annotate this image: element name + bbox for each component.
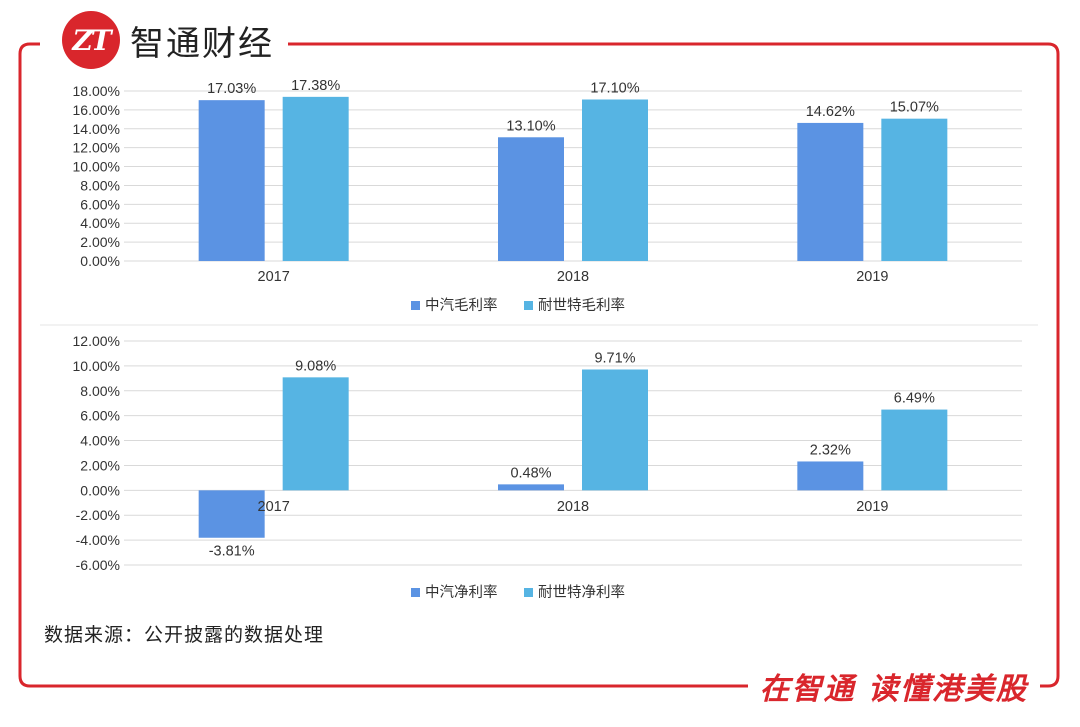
bar	[797, 122, 864, 261]
data-label: 0.48%	[510, 465, 551, 481]
x-tick-label: 2017	[258, 269, 290, 285]
gross-margin-chart: 0.00% 2.00% 4.00% 6.00% 8.00% 10.00% 12.00% 14.…	[73, 78, 1022, 314]
bar	[198, 100, 265, 262]
y-tick-label: -2.00%	[76, 507, 120, 523]
y-tick-label: 6.00%	[80, 408, 120, 424]
legend-swatch	[411, 588, 420, 597]
bar	[582, 369, 648, 491]
bar	[881, 409, 948, 491]
legend-swatch	[411, 301, 420, 310]
bar	[881, 118, 948, 261]
data-label: 6.49%	[894, 391, 935, 407]
legend-label: 耐世特净利率	[538, 584, 625, 601]
legend-swatch	[524, 588, 533, 597]
y-tick-label: -6.00%	[76, 557, 120, 573]
bar	[282, 96, 349, 261]
y-tick-label: 0.00%	[80, 482, 120, 498]
net-margin-chart: -6.00% -4.00% -2.00% 0.00% 2.00% 4.00% 6.00% 8.…	[73, 333, 1022, 601]
legend-label: 中汽净利率	[425, 584, 498, 601]
data-label: 17.38%	[291, 78, 340, 94]
bar	[282, 377, 349, 491]
legend-label: 中汽毛利率	[425, 297, 498, 314]
y-tick-label: 2.00%	[80, 234, 120, 250]
legend-label: 耐世特毛利率	[538, 297, 625, 314]
y-tick-label: 10.00%	[73, 159, 120, 175]
brand-header: ZT 智通财经	[58, 8, 288, 72]
y-tick-label: 4.00%	[80, 433, 120, 449]
bar	[797, 461, 864, 491]
data-label: 9.71%	[594, 350, 635, 366]
y-tick-label: -4.00%	[76, 532, 120, 548]
x-tick-label: 2019	[856, 499, 888, 515]
data-label: 17.10%	[590, 81, 639, 97]
y-tick-label: 8.00%	[80, 177, 120, 193]
data-label: 15.07%	[890, 100, 939, 116]
y-tick-label: 4.00%	[80, 215, 120, 231]
bar	[582, 99, 648, 261]
bar	[198, 490, 265, 538]
data-label: -3.81%	[209, 544, 255, 560]
x-tick-label: 2019	[856, 269, 888, 285]
y-tick-label: 8.00%	[80, 383, 120, 399]
legend-swatch	[524, 301, 533, 310]
y-tick-label: 2.00%	[80, 457, 120, 473]
x-tick-label: 2018	[557, 499, 589, 515]
y-tick-label: 10.00%	[73, 358, 120, 374]
x-tick-label: 2017	[258, 499, 290, 515]
brand-logo-icon: ZT	[62, 11, 120, 69]
y-tick-label: 18.00%	[73, 83, 120, 99]
brand-name: 智通财经	[130, 23, 274, 64]
x-tick-label: 2018	[557, 269, 589, 285]
slogan: 在智通 读懂港美股	[747, 664, 1040, 708]
bar	[498, 137, 564, 261]
source-note: 数据来源：公开披露的数据处理	[44, 624, 325, 646]
data-label: 2.32%	[810, 442, 851, 458]
data-label: 14.62%	[806, 104, 855, 120]
y-tick-label: 12.00%	[73, 140, 120, 156]
y-tick-label: 12.00%	[73, 333, 120, 349]
data-label: 9.08%	[295, 358, 336, 374]
data-label: 13.10%	[506, 118, 555, 134]
bar	[498, 484, 564, 491]
y-tick-label: 16.00%	[73, 102, 120, 118]
y-tick-label: 14.00%	[73, 121, 120, 137]
y-tick-label: 6.00%	[80, 196, 120, 212]
data-label: 17.03%	[207, 81, 256, 97]
y-tick-label: 0.00%	[80, 253, 120, 269]
